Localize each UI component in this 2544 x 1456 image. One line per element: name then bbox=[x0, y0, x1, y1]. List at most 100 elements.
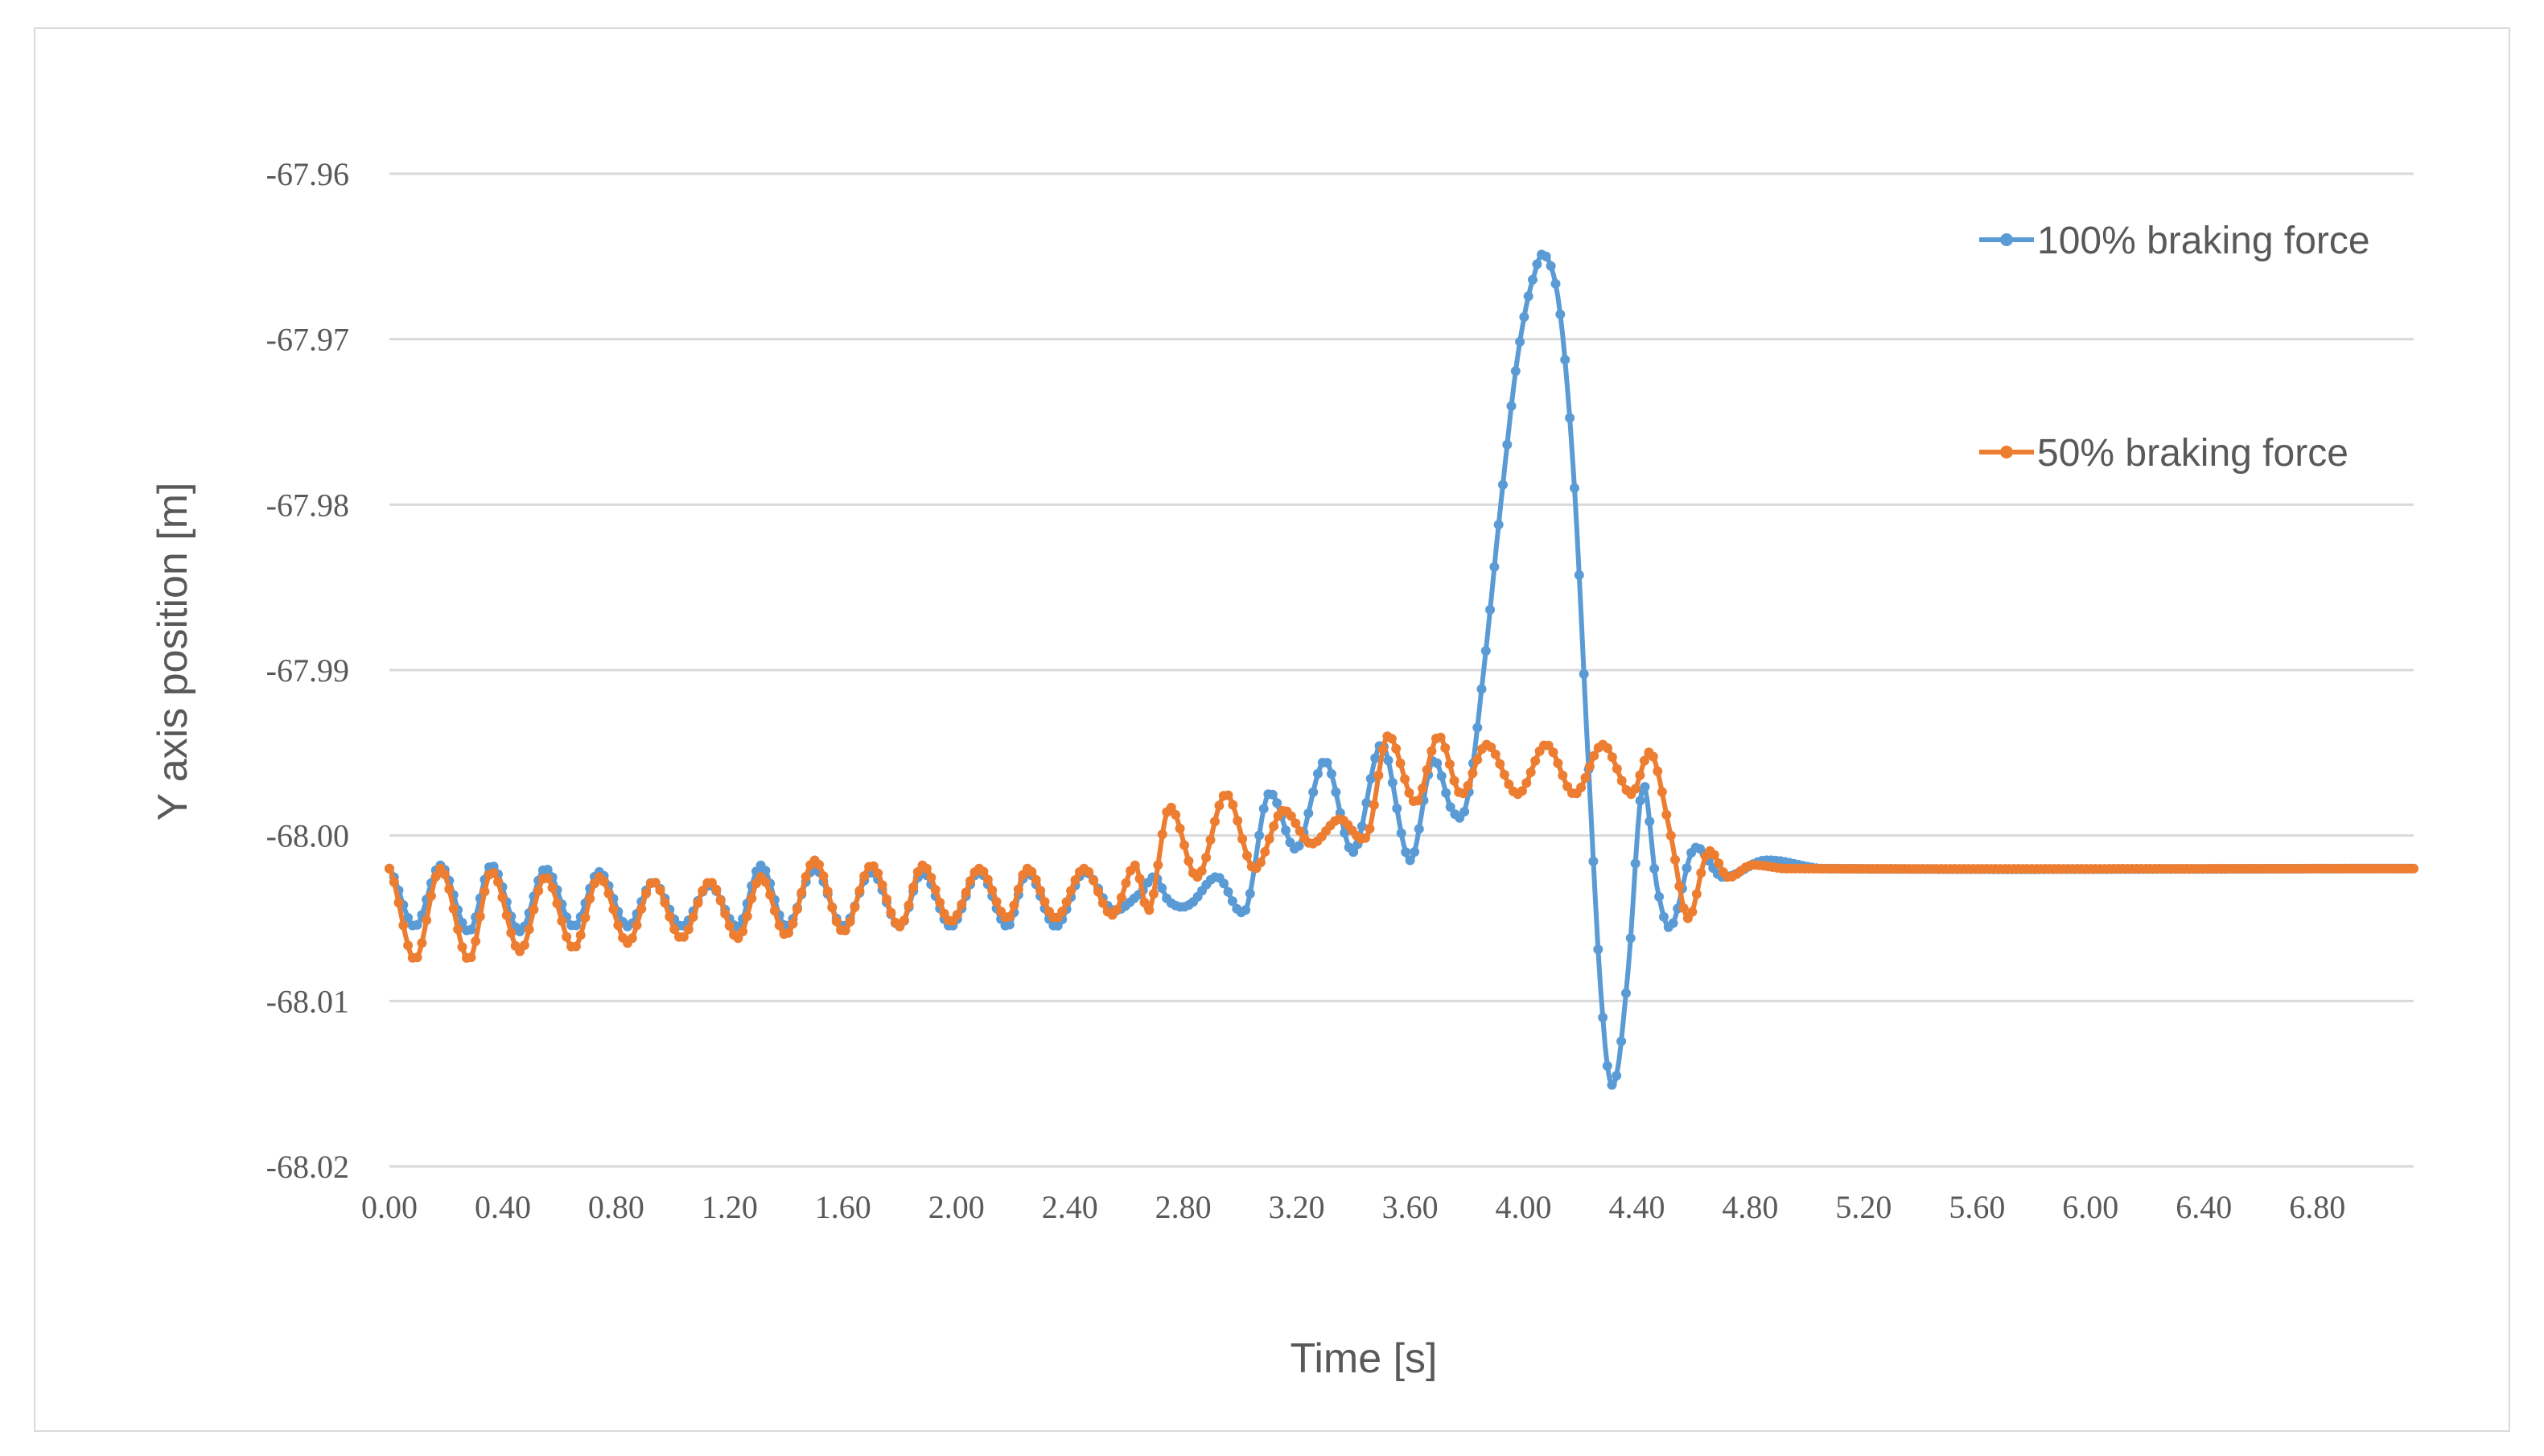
data-point bbox=[1550, 278, 1561, 289]
data-point bbox=[1560, 355, 1570, 365]
data-point bbox=[792, 904, 802, 915]
data-point bbox=[1157, 883, 1167, 893]
x-tick-label: 3.60 bbox=[1382, 1189, 1439, 1225]
data-point bbox=[1612, 763, 1622, 774]
data-point bbox=[1066, 886, 1076, 896]
data-point bbox=[1607, 752, 1617, 763]
data-point bbox=[1441, 788, 1451, 798]
data-point bbox=[1635, 796, 1645, 806]
data-point bbox=[669, 924, 680, 935]
data-point bbox=[1499, 770, 1509, 779]
data-point bbox=[1558, 771, 1568, 780]
data-point bbox=[1395, 758, 1406, 768]
legend-label: 50% braking force bbox=[2037, 432, 2348, 475]
data-point bbox=[882, 894, 891, 904]
data-point bbox=[1480, 646, 1491, 656]
data-point bbox=[1223, 886, 1233, 897]
data-point bbox=[952, 910, 962, 920]
data-point bbox=[1377, 744, 1388, 755]
data-point bbox=[1490, 749, 1500, 759]
grid-layer bbox=[389, 172, 2414, 1168]
data-point bbox=[533, 886, 544, 896]
data-point bbox=[547, 882, 558, 893]
data-point bbox=[480, 886, 490, 897]
data-point bbox=[1709, 849, 1719, 860]
x-tick-label: 4.00 bbox=[1496, 1189, 1552, 1225]
data-point bbox=[1472, 722, 1483, 733]
data-point bbox=[1241, 905, 1251, 915]
data-point bbox=[1228, 800, 1238, 810]
data-point bbox=[1269, 821, 1279, 831]
data-point bbox=[1205, 835, 1216, 845]
data-point bbox=[845, 916, 855, 927]
data-point bbox=[827, 903, 838, 913]
data-point bbox=[724, 920, 735, 931]
data-point bbox=[1057, 907, 1068, 917]
data-point bbox=[562, 932, 572, 942]
data-point bbox=[389, 877, 399, 887]
data-point bbox=[774, 920, 784, 931]
data-point bbox=[1237, 834, 1248, 844]
data-point bbox=[1061, 897, 1072, 907]
data-point bbox=[742, 911, 752, 922]
data-point bbox=[1303, 808, 1314, 818]
data-point bbox=[1183, 856, 1194, 866]
data-point bbox=[1485, 605, 1496, 615]
data-point bbox=[632, 920, 642, 931]
series-line-2 bbox=[387, 734, 2416, 962]
data-point bbox=[641, 888, 652, 899]
data-point bbox=[1286, 811, 1296, 821]
y-tick-label: -67.98 bbox=[266, 487, 349, 523]
data-point bbox=[1674, 881, 1685, 891]
data-point bbox=[1588, 856, 1599, 866]
data-point bbox=[1396, 828, 1406, 838]
data-point bbox=[1580, 772, 1591, 783]
data-point bbox=[1383, 755, 1393, 766]
data-point bbox=[1004, 911, 1015, 922]
data-point bbox=[655, 885, 665, 895]
data-point bbox=[698, 886, 708, 896]
data-point bbox=[765, 890, 776, 900]
data-point bbox=[965, 876, 976, 886]
data-point bbox=[570, 941, 581, 952]
data-point bbox=[693, 898, 703, 908]
data-point bbox=[608, 904, 619, 915]
data-point bbox=[552, 899, 562, 909]
data-point bbox=[1255, 858, 1266, 868]
data-point bbox=[1039, 897, 1050, 907]
data-point bbox=[1521, 778, 1532, 788]
data-point bbox=[1258, 804, 1269, 814]
data-point bbox=[1435, 732, 1446, 742]
data-point bbox=[1210, 816, 1220, 827]
data-point bbox=[1405, 855, 1415, 866]
data-point bbox=[1562, 781, 1573, 792]
data-point bbox=[501, 911, 512, 920]
data-point bbox=[1404, 788, 1414, 798]
data-point bbox=[1254, 830, 1265, 841]
data-point bbox=[1175, 824, 1185, 833]
data-point bbox=[1445, 802, 1455, 812]
data-point bbox=[529, 904, 539, 915]
data-point bbox=[1525, 767, 1536, 777]
data-point bbox=[788, 919, 798, 929]
data-point bbox=[1625, 933, 1636, 944]
series-markers-2 bbox=[385, 731, 2418, 963]
data-point bbox=[1602, 1061, 1612, 1071]
data-point bbox=[524, 924, 534, 935]
data-point bbox=[422, 915, 432, 925]
data-point bbox=[1598, 1012, 1608, 1022]
data-point bbox=[957, 899, 967, 910]
data-point bbox=[797, 887, 807, 898]
data-point bbox=[1373, 770, 1384, 780]
x-tick-labels: 0.00 0.40 0.80 1.20 1.60 2.00 2.40 2.80 3.20 3.60… bbox=[361, 1189, 2345, 1225]
data-point bbox=[1612, 1071, 1622, 1081]
data-point bbox=[760, 877, 771, 887]
data-point bbox=[1436, 771, 1447, 781]
data-point bbox=[1541, 251, 1551, 261]
data-point bbox=[1519, 312, 1529, 322]
data-point bbox=[1593, 944, 1603, 955]
data-point bbox=[769, 906, 780, 916]
data-point bbox=[1013, 884, 1023, 895]
data-point bbox=[930, 885, 941, 895]
data-point bbox=[1414, 824, 1424, 834]
